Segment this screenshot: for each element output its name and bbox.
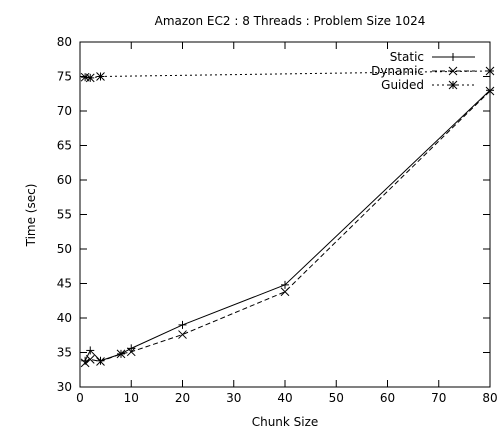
x-tick-label: 20: [175, 391, 190, 405]
chart-title: Amazon EC2 : 8 Threads : Problem Size 10…: [155, 14, 426, 28]
y-tick-label: 45: [57, 277, 72, 291]
x-tick-label: 10: [124, 391, 139, 405]
y-axis-title: Time (sec): [24, 184, 38, 248]
x-axis: 0 10 20 30 40 50 60 70 80: [76, 42, 498, 405]
series-line-dynamic: [84, 90, 491, 364]
x-tick-label: 30: [226, 391, 241, 405]
legend-marker-guided: [448, 80, 458, 90]
x-tick-label: 40: [277, 391, 292, 405]
plot-frame: [79, 41, 491, 388]
data-point-dynamic: [280, 287, 290, 297]
data-point-dynamic: [178, 330, 187, 339]
y-tick-label: 40: [57, 311, 72, 325]
y-axis: 30 35 40 45 50 55 60 65 70 75 80: [57, 35, 490, 394]
data-point-guided: [96, 72, 105, 81]
y-tick-label: 30: [57, 380, 72, 394]
y-tick-label: 65: [57, 139, 72, 153]
data-point-guided: [85, 73, 95, 83]
series-line-guided: [85, 70, 491, 79]
data-point-dynamic: [80, 358, 90, 368]
y-tick-label: 50: [57, 242, 72, 256]
legend-label: Static: [390, 50, 424, 64]
legend-label: Dynamic: [371, 64, 424, 78]
x-tick-label: 80: [482, 391, 497, 405]
data-point-static: [86, 346, 95, 355]
y-tick-label: 60: [57, 173, 72, 187]
legend-marker-static: [449, 53, 457, 61]
data-point-guided: [485, 66, 495, 76]
series-layer: [80, 66, 495, 368]
x-tick-label: 0: [76, 391, 84, 405]
y-tick-label: 55: [57, 208, 72, 222]
y-tick-label: 80: [57, 35, 72, 49]
x-tick-label: 60: [380, 391, 395, 405]
legend-marker-dynamic: [448, 66, 458, 76]
x-axis-title: Chunk Size: [252, 415, 319, 429]
data-point-static: [127, 344, 136, 353]
series-line-static: [84, 89, 491, 362]
y-tick-label: 35: [57, 346, 72, 360]
data-point-dynamic: [116, 349, 126, 359]
data-point-static: [281, 280, 289, 289]
x-tick-label: 70: [431, 391, 446, 405]
y-tick-label: 70: [57, 104, 72, 118]
data-point-dynamic: [485, 86, 495, 96]
legend-label: Guided: [381, 78, 424, 92]
y-tick-label: 75: [57, 70, 72, 84]
data-point-dynamic: [126, 347, 136, 357]
data-point-dynamic: [96, 357, 105, 366]
data-point-dynamic: [85, 355, 95, 364]
x-tick-label: 50: [329, 391, 344, 405]
data-point-static: [178, 320, 187, 329]
